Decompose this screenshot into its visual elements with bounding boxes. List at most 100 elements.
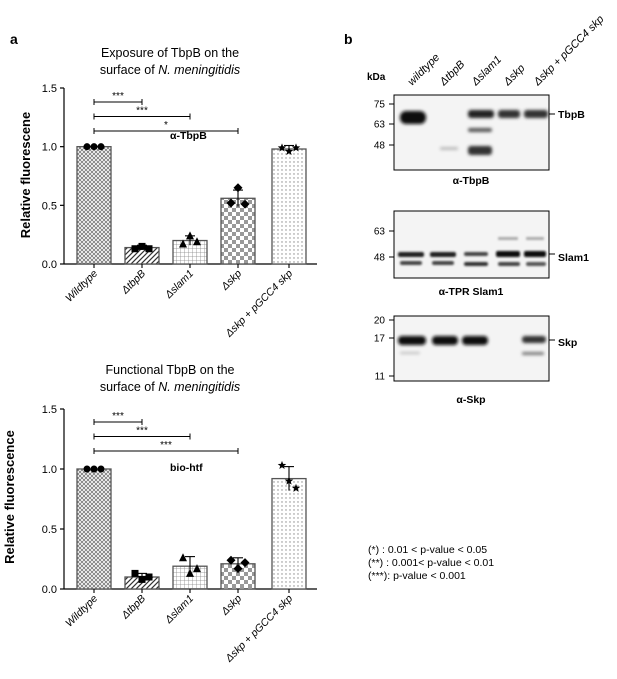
- protein-label: Skp: [558, 337, 577, 349]
- y-axis-label: Relative fluorescence: [2, 430, 17, 564]
- antibody-annotation: bio-htf: [170, 462, 203, 474]
- x-tick-label: Δskp: [218, 593, 244, 619]
- significance-bracket: *: [93, 120, 239, 134]
- legend-line: (**) : 0.001< p-value < 0.01: [368, 557, 494, 569]
- significance-label: ***: [112, 411, 124, 422]
- data-point: [90, 465, 98, 473]
- blot-caption: α-TbpB: [453, 175, 490, 187]
- y-tick-label: 1.0: [42, 142, 57, 154]
- mw-marker-label: 63: [374, 120, 386, 131]
- mw-marker-label: 48: [374, 253, 386, 264]
- bar: [76, 146, 112, 265]
- protein-label: Slam1: [558, 252, 589, 264]
- x-tick-label: ΔtbpB: [119, 268, 148, 297]
- data-point: [97, 143, 105, 151]
- chart-title-line-1: Functional TbpB on the: [105, 363, 234, 377]
- data-point: [131, 569, 139, 577]
- x-tick-label: Wildtype: [63, 268, 100, 305]
- y-axis-label: Relative fluorescene: [18, 112, 33, 238]
- y-tick-label: 0.5: [42, 524, 57, 536]
- lane-label: ΔtbpB: [437, 58, 467, 88]
- data-point: [284, 146, 294, 155]
- blot-frame: [393, 210, 550, 279]
- data-point: [179, 553, 187, 562]
- significance-label: *: [164, 120, 168, 131]
- x-tick-label: ΔtbpB: [119, 593, 148, 622]
- bar: [271, 148, 307, 265]
- blot-skp: [393, 315, 550, 382]
- panel-b-letter: b: [344, 31, 353, 47]
- bar: [271, 477, 307, 590]
- chart-title-line-1: Exposure of TbpB on the: [101, 46, 239, 60]
- chart-functional-tbpb: Functional TbpB on the surface of N. men…: [2, 363, 317, 665]
- data-point: [138, 575, 146, 583]
- data-point: [179, 239, 187, 248]
- y-tick-label: 0.5: [42, 200, 57, 212]
- data-point: [240, 558, 250, 568]
- data-point: [186, 231, 194, 240]
- data-point: [277, 460, 287, 470]
- blot-frame: [393, 94, 550, 171]
- x-tick-label: Δslam1: [162, 268, 196, 302]
- data-point: [83, 465, 91, 473]
- data-point: [233, 183, 243, 193]
- y-tick-label: 1.5: [42, 404, 57, 416]
- data-point: [145, 573, 153, 581]
- significance-bracket: ***: [93, 426, 191, 440]
- panel-a-letter: a: [10, 31, 18, 47]
- bar: [124, 246, 160, 265]
- legend-line: (*) : 0.01 < p-value < 0.05: [368, 544, 487, 556]
- mw-marker-label: 17: [374, 334, 386, 345]
- data-point: [291, 143, 301, 152]
- significance-legend: (*) : 0.01 < p-value < 0.05 (**) : 0.001…: [368, 544, 494, 582]
- lane-label: Δskp + pGCC4 skp: [531, 13, 607, 89]
- blot-frame: [393, 315, 550, 382]
- significance-bracket: ***: [93, 440, 239, 454]
- blot-tbpb: [393, 94, 550, 171]
- mw-marker-label: 11: [375, 372, 386, 383]
- data-point: [131, 245, 139, 253]
- significance-bracket: ***: [93, 411, 143, 425]
- mw-marker-label: 63: [374, 227, 386, 238]
- chart-title-line-2: surface of N. meningitidis: [100, 63, 240, 77]
- data-point: [277, 143, 287, 152]
- blot-bands: [400, 110, 548, 155]
- legend-line: (***): p-value < 0.001: [368, 570, 466, 582]
- lane-label: Δskp: [501, 62, 528, 89]
- data-point: [240, 199, 250, 209]
- bar: [76, 468, 112, 590]
- data-point: [186, 568, 194, 577]
- data-point: [291, 483, 301, 492]
- y-tick-label: 0.0: [42, 584, 57, 596]
- mw-marker-label: 48: [374, 141, 386, 152]
- antibody-annotation: α-TbpB: [170, 130, 207, 142]
- mw-marker-label: 20: [374, 316, 386, 327]
- blot-caption: α-TPR Slam1: [439, 286, 504, 298]
- y-tick-label: 1.0: [42, 464, 57, 476]
- data-point: [138, 242, 146, 250]
- significance-label: ***: [160, 440, 172, 451]
- blot-caption: α-Skp: [456, 394, 485, 406]
- chart-title-line-2: surface of N. meningitidis: [100, 380, 240, 394]
- data-point: [193, 237, 201, 246]
- blot-markers: 75 63 48 TbpB α-TbpB 63 48 Slam1 α-TPR Slam1 20 17…: [374, 100, 589, 407]
- data-point: [83, 143, 91, 151]
- data-point: [193, 564, 201, 573]
- significance-label: ***: [136, 106, 148, 117]
- mw-marker-label: 75: [374, 100, 386, 111]
- kda-label: kDa: [367, 72, 386, 83]
- protein-label: TbpB: [558, 109, 585, 121]
- significance-bracket: ***: [93, 91, 143, 105]
- data-point: [226, 198, 236, 208]
- blot-slam1: [393, 210, 550, 279]
- significance-label: ***: [112, 91, 124, 102]
- lane-label: wildtype: [406, 52, 443, 89]
- x-tick-label: Δslam1: [162, 593, 196, 627]
- data-point: [233, 564, 243, 574]
- x-tick-label: Δskp: [218, 268, 244, 294]
- bar: [220, 197, 256, 265]
- significance-bracket: ***: [93, 106, 191, 120]
- chart-exposure-tbpb: Exposure of TbpB on the surface of N. me…: [18, 46, 317, 340]
